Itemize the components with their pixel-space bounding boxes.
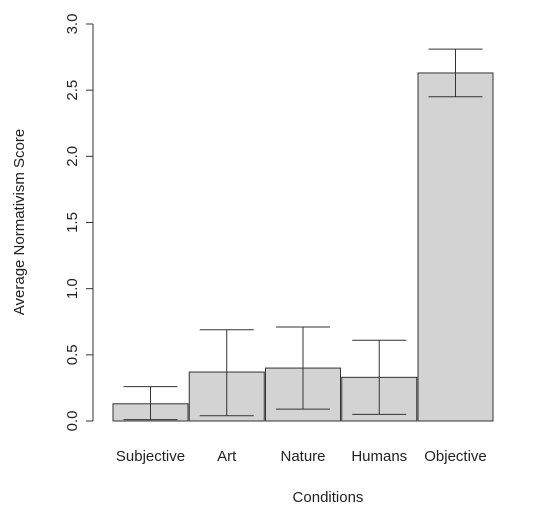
- x-tick-label-nature: Nature: [280, 448, 325, 465]
- y-tick-label: 3.0: [64, 14, 81, 35]
- x-axis-title: Conditions: [293, 489, 364, 506]
- y-tick-label: 1.5: [64, 212, 81, 233]
- x-tick-label-subjective: Subjective: [116, 448, 185, 465]
- y-axis-title: Average Normativism Score: [11, 129, 28, 315]
- error-bar-art: [199, 329, 254, 417]
- error-bars: [123, 48, 483, 421]
- y-tick-label: 1.0: [64, 278, 81, 299]
- x-tick-labels: Subjective Art Nature Humans Objective: [116, 448, 487, 465]
- y-tick-label: 2.0: [64, 146, 81, 167]
- y-tick-label: 2.5: [64, 80, 81, 101]
- error-bar-nature: [276, 326, 330, 410]
- x-tick-label-objective: Objective: [424, 448, 487, 465]
- x-tick-label-humans: Humans: [351, 448, 407, 465]
- y-tick-label: 0.0: [64, 411, 81, 432]
- x-tick-label-art: Art: [217, 448, 237, 465]
- y-tick-label: 0.5: [64, 344, 81, 365]
- y-axis: 0.0 0.5 1.0 1.5 2.0 2.5 3.0: [64, 14, 94, 432]
- bar-objective: [417, 72, 494, 422]
- error-bar-humans: [352, 339, 407, 415]
- error-bar-objective: [428, 48, 483, 98]
- error-bar-subjective: [123, 386, 178, 421]
